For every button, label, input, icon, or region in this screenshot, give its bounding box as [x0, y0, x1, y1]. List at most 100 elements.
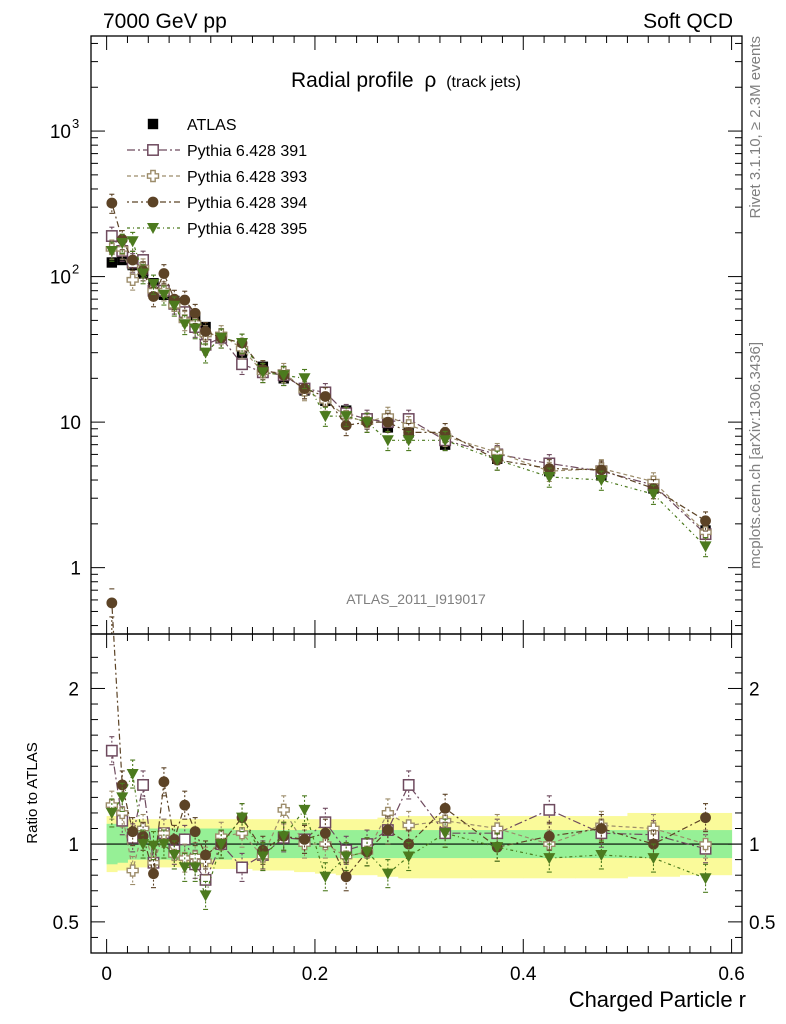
data-point: [382, 824, 394, 836]
legend-marker: [147, 196, 159, 208]
data-point: [595, 475, 608, 487]
y-tick-label-exponent: 2: [72, 262, 79, 277]
data-point: [543, 803, 556, 816]
data-point: [595, 823, 607, 834]
data-point: [381, 435, 394, 447]
data-point: [236, 861, 248, 874]
main-panel-data: [105, 193, 712, 558]
data-point: [277, 803, 290, 817]
data-point: [127, 254, 139, 266]
data-point: [137, 839, 150, 851]
series-p395: [105, 231, 712, 558]
data-point: [106, 197, 118, 209]
x-tick-label: 0.6: [718, 964, 744, 985]
series-p391: [105, 226, 712, 545]
series-p394: [106, 193, 711, 532]
data-point: [277, 831, 290, 843]
data-point: [699, 837, 712, 851]
data-point: [157, 839, 170, 851]
data-point: [381, 806, 395, 820]
data-point: [236, 337, 249, 349]
data-point: [381, 868, 394, 880]
data-point: [491, 822, 504, 835]
analysis-watermark: ATLAS_2011_I919017: [346, 591, 486, 607]
legend-label: Pythia 6.428 393: [187, 169, 307, 186]
data-point: [298, 373, 311, 385]
data-point: [215, 839, 228, 851]
data-point: [595, 464, 607, 476]
data-point: [158, 776, 170, 788]
legend-marker: [146, 169, 160, 183]
series-p395: [105, 759, 712, 910]
series-line: [111, 202, 706, 522]
data-point: [647, 822, 660, 835]
data-point: [178, 319, 191, 331]
data-point: [402, 778, 415, 791]
data-point: [340, 411, 353, 423]
data-point: [361, 846, 374, 858]
data-point: [168, 300, 181, 312]
data-point: [595, 849, 608, 861]
data-point: [256, 367, 269, 379]
data-point: [147, 840, 160, 852]
data-point: [127, 826, 139, 838]
data-point: [200, 326, 211, 337]
legend-label: Pythia 6.428 394: [187, 195, 307, 212]
ratio-y-tick-label: 0.5: [53, 913, 79, 934]
legend-entry-p395: Pythia 6.428 395: [127, 221, 307, 238]
y-tick-label-exponent: 3: [72, 116, 79, 131]
data-point: [319, 391, 331, 402]
data-point: [179, 799, 191, 811]
ratio-panel-data: [105, 588, 712, 910]
data-point: [105, 744, 118, 757]
data-point: [299, 834, 310, 845]
rivet-label: Rivet 3.1.10, ≥ 2.3M events: [747, 36, 764, 219]
data-point: [188, 850, 202, 863]
legend: ATLAS Pythia 6.428 391 Pythia 6.428 393 Pyt…: [127, 117, 307, 238]
x-tick-label: 0.4: [510, 964, 537, 985]
data-point: [189, 307, 201, 319]
data-point: [106, 257, 118, 268]
ratio-ylabel: Ratio to ATLAS: [24, 742, 41, 843]
legend-entry-p394: Pythia 6.428 394: [127, 195, 307, 212]
ratio-y-tick-label: 1: [68, 835, 79, 856]
data-point: [168, 834, 180, 845]
data-point: [236, 812, 249, 824]
data-point: [157, 289, 170, 301]
series-line: [111, 235, 706, 535]
y-tick-label: 1: [70, 559, 81, 580]
legend-marker: [147, 118, 159, 130]
data-point: [491, 454, 504, 466]
data-point: [699, 873, 712, 885]
data-point: [137, 268, 150, 280]
legend-label: ATLAS: [187, 117, 237, 134]
header-left: 7000 GeV pp: [103, 10, 227, 33]
data-point: [126, 236, 139, 248]
data-point: [179, 294, 191, 306]
data-point: [340, 851, 353, 863]
data-point: [277, 370, 290, 382]
data-point: [148, 291, 159, 302]
data-point: [439, 828, 452, 840]
data-point: [148, 868, 159, 880]
data-point: [647, 489, 660, 501]
series-line: [111, 248, 706, 533]
data-point: [340, 871, 352, 883]
x-axis-label: Charged Particle r: [569, 987, 746, 1012]
data-point: [298, 804, 311, 816]
x-tick-label: 0: [101, 964, 112, 985]
data-point: [543, 830, 555, 842]
ratio-y-tick-label-right: 2: [749, 679, 760, 700]
plot-title-suffix: (track jets): [446, 74, 521, 91]
data-point: [402, 819, 415, 832]
data-point: [319, 411, 332, 423]
data-point: [439, 435, 452, 447]
data-point: [116, 238, 129, 250]
data-point: [199, 347, 212, 359]
series-line: [111, 240, 706, 547]
legend-entry-ATLAS: ATLAS: [147, 117, 237, 134]
data-point: [137, 778, 150, 791]
data-point: [700, 515, 711, 527]
data-point: [147, 278, 160, 290]
